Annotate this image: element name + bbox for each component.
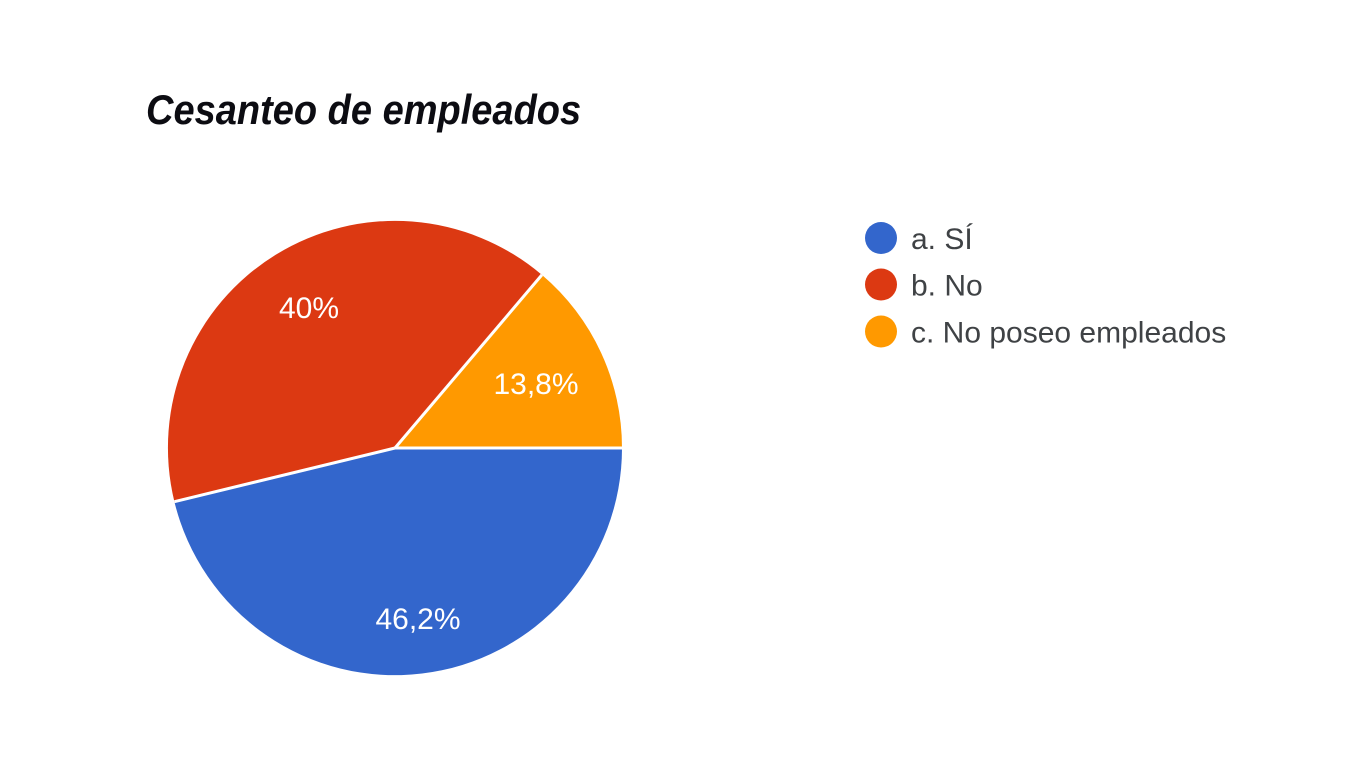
svg-text:13,8%: 13,8% — [493, 368, 578, 401]
svg-text:a. SÍ: a. SÍ — [911, 223, 973, 256]
svg-text:c. No poseo empleados: c. No poseo empleados — [911, 317, 1226, 350]
svg-text:40%: 40% — [279, 292, 339, 325]
svg-text:b. No: b. No — [911, 270, 983, 303]
svg-text:46,2%: 46,2% — [375, 603, 460, 636]
